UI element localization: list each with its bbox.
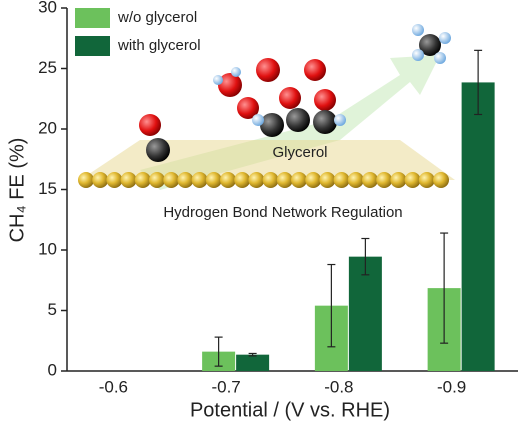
y-tick-label: 30 [38, 0, 57, 16]
error-bar [361, 237, 370, 276]
x-tick-label: -0.6 [99, 377, 128, 396]
error-bar [248, 352, 257, 357]
error-bar [474, 49, 483, 116]
error-bar [440, 232, 449, 344]
y-tick-label: 0 [48, 360, 57, 379]
bar [348, 256, 382, 371]
x-tick-label: -0.8 [324, 377, 353, 396]
legend-swatch [75, 36, 110, 56]
error-bar [214, 336, 223, 367]
y-axis-label: CH₄ FE (%) [6, 138, 28, 243]
x-axis-label: Potential / (V vs. RHE) [190, 399, 390, 421]
annotation: Glycerol [272, 144, 327, 161]
legend-label: w/o glycerol [117, 9, 197, 26]
annotation: Hydrogen Bond Network Regulation [163, 204, 402, 221]
y-tick-label: 5 [48, 300, 57, 319]
y-tick-label: 25 [38, 58, 57, 77]
error-bar [327, 263, 336, 348]
x-tick-label: -0.9 [437, 377, 466, 396]
y-tick-label: 10 [38, 239, 57, 258]
legend-label: with glycerol [117, 37, 201, 54]
illustration: Glycerol Hydrogen Bond Network Regulatio… [78, 24, 455, 221]
y-tick-label: 15 [38, 179, 57, 198]
x-tick-label: -0.7 [211, 377, 240, 396]
legend-swatch [75, 8, 110, 28]
bar [461, 82, 495, 371]
y-tick-label: 20 [38, 118, 57, 137]
bar [236, 354, 270, 371]
